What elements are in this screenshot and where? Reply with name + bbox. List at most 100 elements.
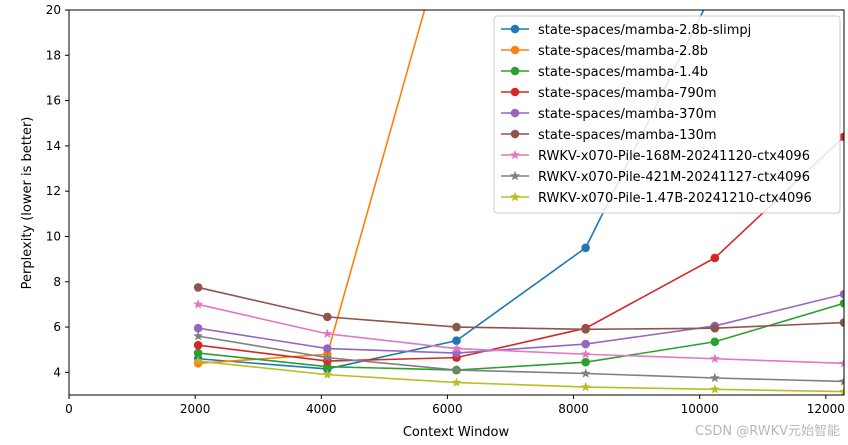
x-tick-label: 0 [65,402,73,416]
watermark: CSDN @RWKV元始智能 [695,424,840,439]
legend-label: state-spaces/mamba-1.4b [538,65,708,80]
series-6 [193,283,844,334]
data-point [839,386,844,395]
legend: state-spaces/mamba-2.8b-slimpj state-spac… [493,15,841,214]
data-point [580,381,591,392]
plot-frame [68,9,845,396]
series-line [198,360,844,393]
legend-marker [510,108,520,118]
data-point [193,348,203,358]
data-point [323,344,332,353]
y-tick-label: 20 [46,3,61,17]
legend-marker [510,191,520,202]
series-3 [193,298,844,375]
legend-label: state-spaces/mamba-2.8b-slimpj [538,23,751,38]
data-point [322,352,333,362]
y-axis-title: Perplexity (lower is better) [20,117,35,290]
data-point [581,339,590,349]
legend-marker [510,66,520,76]
series-line [198,302,844,371]
data-point [839,298,844,308]
y-tick-label: 10 [46,229,61,243]
x-tick-label: 6000 [432,402,463,416]
y-tick-label: 8 [53,275,61,289]
data-point [323,312,332,322]
series-line [198,335,844,383]
data-point [193,323,203,333]
tick-layer: 0 2000 4000 6000 8000 10000 12000 4 6 8 10 12 14 16 18… [46,3,845,416]
data-point [710,323,720,333]
data-point [710,253,720,263]
data-point [322,328,333,339]
legend-label: state-spaces/mamba-790m [538,86,717,101]
legend-label: state-spaces/mamba-370m [538,107,717,122]
series-8 [193,330,844,386]
data-point [709,384,720,394]
legend-marker [510,87,520,97]
legend-marker [510,45,520,55]
data-point [839,376,844,386]
data-point [193,355,204,366]
data-point [580,349,591,359]
legend-entry: state-spaces/mamba-2.8b-slimpj [501,23,751,38]
y-tick-label: 16 [46,94,61,108]
y-tick-label: 12 [46,184,61,198]
legend-box [493,15,841,214]
data-point [839,132,844,142]
series-5 [193,289,844,358]
x-tick-label: 2000 [180,402,211,416]
legend-label: RWKV-x070-Pile-168M-20241120-ctx4096 [538,149,810,164]
data-point [322,369,333,379]
legend-label: state-spaces/mamba-130m [538,128,717,143]
legend-label: state-spaces/mamba-2.8b [538,44,708,59]
legend-entry: state-spaces/mamba-130m [501,128,717,143]
data-point [709,372,720,383]
legend-label: RWKV-x070-Pile-421M-20241127-ctx4096 [538,170,810,185]
data-point [452,322,461,332]
series-9 [193,355,844,395]
series-line [198,10,426,365]
legend-entry: RWKV-x070-Pile-421M-20241127-ctx4096 [501,170,810,185]
legend-entry: state-spaces/mamba-370m [501,107,717,122]
data-point [710,337,720,347]
x-tick-label: 10000 [681,402,719,416]
data-point [709,353,720,363]
data-point [451,377,462,387]
data-point [581,357,590,367]
legend-marker [510,149,520,160]
data-point [839,289,844,299]
data-point [193,340,203,350]
y-tick-label: 6 [53,320,61,334]
data-point [193,299,204,309]
series-line [197,303,844,365]
data-point [193,330,204,341]
legend-marker [510,24,520,34]
legend-entry: RWKV-x070-Pile-1.47B-20241210-ctx4096 [501,191,812,206]
x-axis-title: Context Window [403,425,510,440]
y-tick-label: 18 [46,48,61,62]
legend-entry: state-spaces/mamba-2.8b [501,44,708,59]
legend-entry: state-spaces/mamba-790m [501,86,717,101]
legend-label: RWKV-x070-Pile-1.47B-20241210-ctx4096 [538,191,812,206]
x-tick-label: 8000 [558,402,589,416]
series-line [198,293,844,354]
legend-entry: RWKV-x070-Pile-168M-20241120-ctx4096 [501,149,810,164]
series-7 [193,299,844,368]
x-tick-label: 4000 [306,402,337,416]
data-point [452,336,461,345]
data-point [451,364,462,375]
data-point [451,343,462,353]
data-point [581,325,590,334]
legend-marker [510,129,520,139]
legend-marker [510,170,520,181]
series-line [197,286,844,331]
data-point [839,358,844,368]
data-point [839,318,844,327]
y-tick-label: 4 [53,365,61,379]
y-tick-label: 14 [46,139,61,153]
x-tick-label: 12000 [807,402,845,416]
data-point [581,243,590,253]
data-point [193,283,203,292]
series-layer [193,10,844,395]
